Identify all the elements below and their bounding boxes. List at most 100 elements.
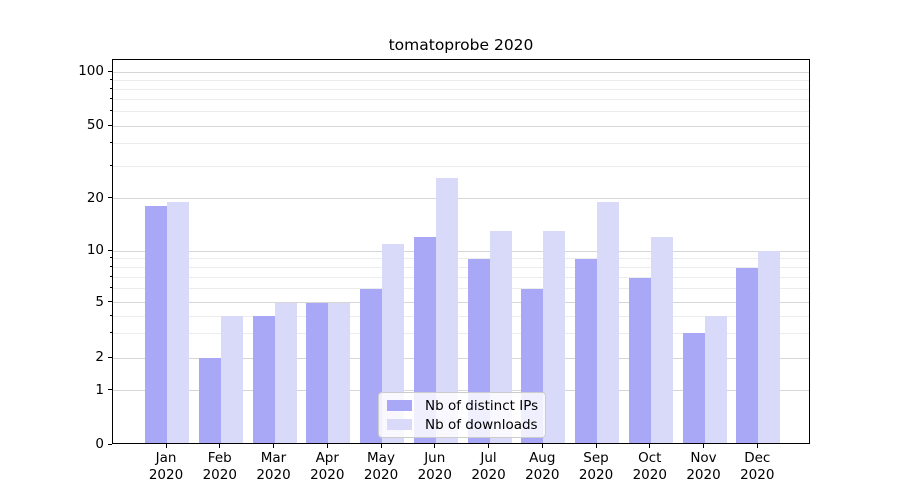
- bar-ips-nov: [682, 333, 705, 443]
- y-tick-label-0: 0: [95, 436, 104, 452]
- y-minor-tick-mark-9: [110, 257, 112, 259]
- y-tick-label-100: 100: [78, 63, 104, 79]
- major-gridline-2: [113, 357, 809, 359]
- x-tick-label-line: 2020: [148, 467, 184, 483]
- minor-gridline-6: [113, 288, 809, 290]
- y-tick-mark-1: [108, 389, 112, 390]
- x-tick-label-sep: Sep 2020: [564, 450, 628, 484]
- x-tick-label-line: Dec: [744, 450, 771, 466]
- major-gridline-5: [113, 302, 809, 303]
- bar-downloads-dec: [758, 251, 781, 443]
- major-gridline-50: [113, 125, 809, 127]
- bar-ips-mar: [252, 316, 275, 443]
- x-tick-mark-may: [380, 444, 382, 448]
- minor-gridline-3: [113, 332, 809, 334]
- bar-downloads-mar: [274, 302, 297, 443]
- y-minor-tick-mark-7: [110, 276, 112, 277]
- major-gridline-100: [113, 71, 809, 73]
- y-tick-label-5: 5: [95, 293, 104, 310]
- x-tick-label-line: Jun: [424, 450, 446, 466]
- bar-downloads-feb: [220, 316, 243, 443]
- x-tick-label-line: 2020: [417, 467, 452, 483]
- legend-label-distinct-ips: Nb of distinct IPs: [425, 397, 539, 414]
- bar-downloads-jan: [167, 202, 189, 443]
- x-tick-label-jul: Jul 2020: [457, 450, 521, 484]
- legend-label-downloads: Nb of downloads: [425, 416, 538, 433]
- x-tick-label-dec: Dec 2020: [725, 450, 789, 484]
- y-minor-tick-mark-8: [110, 266, 112, 268]
- bar-ips-apr: [306, 302, 329, 443]
- x-tick-label-line: 2020: [632, 467, 667, 483]
- x-tick-label-line: Mar: [260, 450, 287, 466]
- x-tick-mark-feb: [219, 444, 221, 448]
- minor-gridline-8: [113, 267, 809, 269]
- bar-downloads-jul: [489, 231, 512, 443]
- bar-ips-jun: [413, 237, 436, 443]
- y-minor-tick-mark-60: [110, 110, 112, 112]
- x-tick-label-oct: Oct 2020: [618, 450, 682, 484]
- x-tick-label-nov: Nov 2020: [672, 450, 736, 484]
- x-tick-label-line: Apr: [315, 450, 339, 466]
- minor-gridline-60: [113, 111, 809, 113]
- x-tick-label-line: Jan: [155, 450, 177, 466]
- x-tick-label-may: May 2020: [349, 450, 413, 484]
- bar-ips-sep: [575, 258, 597, 443]
- x-tick-mark-aug: [541, 444, 543, 448]
- y-tick-mark-50: [108, 124, 112, 126]
- bar-downloads-sep: [597, 202, 619, 443]
- x-tick-label-line: Oct: [638, 450, 662, 466]
- x-tick-label-line: 2020: [578, 467, 614, 483]
- x-tick-mark-jan: [165, 444, 167, 448]
- x-tick-label-line: 2020: [256, 467, 291, 483]
- bar-ips-jan: [145, 206, 167, 443]
- x-tick-mark-oct: [649, 444, 651, 448]
- minor-gridline-70: [113, 99, 809, 101]
- x-tick-mark-jul: [488, 444, 489, 448]
- y-minor-tick-mark-6: [110, 287, 112, 289]
- y-minor-tick-mark-30: [110, 164, 112, 166]
- x-tick-label-apr: Apr 2020: [295, 450, 359, 484]
- y-tick-label-2: 2: [95, 349, 104, 365]
- x-tick-label-line: 2020: [363, 467, 399, 483]
- legend-swatch-distinct-ips: [387, 400, 412, 411]
- major-gridline-20: [113, 198, 809, 199]
- x-tick-label-line: 2020: [202, 467, 237, 483]
- bar-ips-feb: [198, 358, 221, 443]
- x-tick-label-feb: Feb 2020: [188, 450, 252, 484]
- y-tick-mark-10: [108, 249, 112, 251]
- x-tick-mark-dec: [756, 444, 758, 448]
- y-tick-label-10: 10: [86, 242, 104, 258]
- y-tick-mark-2: [108, 356, 112, 358]
- legend: Nb of distinct IPs Nb of downloads: [378, 392, 546, 438]
- minor-gridline-80: [113, 88, 809, 90]
- legend-swatch-downloads: [387, 419, 412, 430]
- minor-gridline-7: [113, 277, 809, 278]
- legend-item-distinct-ips: Nb of distinct IPs: [387, 397, 539, 414]
- bar-ips-dec: [736, 267, 759, 443]
- y-tick-mark-100: [108, 70, 112, 72]
- x-tick-mark-nov: [703, 444, 704, 448]
- x-tick-label-line: May: [367, 450, 395, 466]
- x-tick-label-aug: Aug 2020: [510, 450, 574, 484]
- plot-area: [112, 59, 810, 444]
- x-tick-mark-jun: [434, 444, 436, 448]
- x-tick-label-line: 2020: [525, 467, 560, 483]
- x-tick-label-line: 2020: [686, 467, 721, 483]
- bar-downloads-aug: [543, 231, 566, 443]
- x-tick-label-line: Sep: [583, 450, 609, 466]
- bar-ips-oct: [628, 277, 651, 443]
- minor-gridline-90: [113, 79, 809, 81]
- y-minor-tick-mark-4: [110, 314, 112, 316]
- x-tick-label-line: Feb: [207, 450, 232, 466]
- y-minor-tick-mark-90: [110, 78, 112, 80]
- x-tick-mark-mar: [273, 444, 274, 448]
- x-tick-label-line: 2020: [740, 467, 775, 483]
- x-tick-label-jun: Jun 2020: [403, 450, 467, 484]
- y-tick-mark-20: [108, 197, 112, 198]
- minor-gridline-4: [113, 315, 809, 317]
- y-minor-tick-mark-40: [110, 142, 112, 144]
- y-tick-mark-5: [108, 301, 112, 302]
- minor-gridline-40: [113, 143, 809, 145]
- y-tick-label-1: 1: [95, 381, 104, 398]
